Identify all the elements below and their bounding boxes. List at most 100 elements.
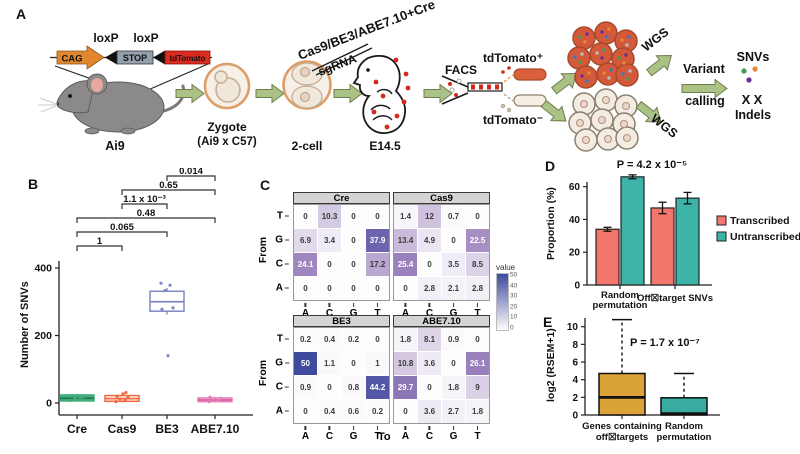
ai9-label: Ai9 <box>105 139 125 153</box>
to-axis-label: To <box>378 431 391 443</box>
embryo-snv-dots <box>371 57 411 130</box>
cell-ABE7.10-G-to-A: 10.8 <box>394 352 417 375</box>
legend-tick-label: 0 <box>510 324 514 332</box>
stop-label: STOP <box>123 53 147 63</box>
legend-tick-label: 50 <box>510 271 518 279</box>
heatmap-title-BE3: BE3 <box>293 315 390 327</box>
data-point <box>126 396 130 400</box>
data-point <box>211 398 215 402</box>
mouse-ear-inner <box>91 78 103 92</box>
y-tick-label: 8 <box>572 340 578 351</box>
cell-snv-dot <box>573 55 577 59</box>
y-tick-label: 10 <box>567 322 579 333</box>
cell-Cas9-C-to-A: 25.4 <box>394 253 417 276</box>
sorted-stream-positive <box>503 74 514 83</box>
panel-a-label: A <box>16 6 27 22</box>
cell-Cre-T-to-A: 0 <box>294 205 317 228</box>
cell-BE3-C-to-G: 0.8 <box>342 376 365 399</box>
heatmap-title-Cre: Cre <box>293 192 390 204</box>
row-label: G <box>275 235 289 246</box>
mouse-foot-front <box>84 127 100 135</box>
from-axis-label: From <box>257 236 270 264</box>
cell-snv-dot <box>578 35 582 39</box>
cell-snv-dot <box>605 35 609 39</box>
cell-snv-dot <box>624 53 628 57</box>
data-point <box>216 399 220 403</box>
cell-snv-dot <box>585 32 589 36</box>
cell-ABE7.10-A-to-G: 2.7 <box>442 400 465 423</box>
row-label: T <box>277 334 289 345</box>
data-point <box>159 281 163 285</box>
wgs-top-label: WGS <box>639 25 671 54</box>
row-label: T <box>277 211 289 222</box>
cell-snv-dot <box>628 69 632 73</box>
wgs-arrow-bottom <box>635 100 662 123</box>
cell-Cas9-T-to-G: 0.7 <box>442 205 465 228</box>
y-tick-label: 60 <box>569 182 581 193</box>
x-cat-label: Off☒target SNVs <box>637 293 713 304</box>
heatmap-title-ABE7.10: ABE7.10 <box>393 315 490 327</box>
cell-Cre-T-to-G: 0 <box>342 205 365 228</box>
mouse-whiskers <box>38 97 57 113</box>
cell-nucleus-ring <box>575 118 585 128</box>
zygote-label-line1: Zygote <box>207 120 247 134</box>
cell-snv-dot <box>580 74 584 78</box>
flow-arrow-4 <box>423 83 453 104</box>
mouse-illustration <box>38 73 186 135</box>
col-label: T <box>474 426 480 442</box>
cell-snv-dot <box>602 48 606 52</box>
col-label: G <box>350 303 358 319</box>
cell-ABE7.10-A-to-T: 1.8 <box>466 400 489 423</box>
data-point <box>208 395 212 399</box>
wgs-arrow-top <box>646 54 672 77</box>
two-cell-illustration <box>282 43 373 110</box>
flow-arrow-2 <box>255 83 285 104</box>
cag-promoter-arrow <box>56 45 105 70</box>
cell-snv-dot <box>602 71 606 75</box>
p-value-label: P = 4.2 x 10⁻⁵ <box>617 159 687 171</box>
zygote-label-line2: (Ai9 x C57) <box>197 136 257 148</box>
cell-ABE7.10-A-to-A: 0 <box>394 400 417 423</box>
cell-nucleus-ring <box>603 134 613 144</box>
mouse-eye <box>68 94 72 98</box>
indel-x-blue: X <box>742 92 751 107</box>
cell-Cre-A-to-G: 0 <box>342 277 365 300</box>
cell-ABE7.10-G-to-G: 0 <box>442 352 465 375</box>
e14-label: E14.5 <box>369 139 401 153</box>
cell-nucleus-ring <box>621 101 631 111</box>
heatmap-title-Cas9: Cas9 <box>393 192 490 204</box>
cell-Cas9-G-to-T: 22.5 <box>466 229 489 252</box>
heatmap-grid-Cre: 0 10.3 0 0 6.9 3.4 0 37.9 24.1 0 0 17.2 0 0 0 0 <box>293 204 390 301</box>
loxp-left-label: loxP <box>93 31 118 45</box>
cell-snv-dot <box>621 72 625 76</box>
cell-Cre-C-to-T: 17.2 <box>366 253 389 276</box>
from-axis-label: From <box>257 359 270 387</box>
col-label: A <box>302 303 309 319</box>
col-label: A <box>302 426 309 442</box>
col-label: G <box>450 303 458 319</box>
embryo-illustration <box>352 54 411 134</box>
snvs-label: SNVs <box>737 50 770 64</box>
y-tick-label: 400 <box>34 263 52 275</box>
cell-snv-dot <box>607 76 611 80</box>
cell-nucleus-ring <box>601 95 611 105</box>
panel-e-label: E <box>543 314 553 330</box>
cell-Cre-G-to-C: 3.4 <box>318 229 341 252</box>
data-point <box>69 398 73 402</box>
cell-nucleus-ring <box>597 115 607 125</box>
y-tick-label: 2 <box>572 393 578 404</box>
col-label: T <box>474 303 480 319</box>
two-cell-label: 2-cell <box>292 139 323 153</box>
p-value-label: 0.48 <box>137 208 156 219</box>
cell-Cre-C-to-A: 24.1 <box>294 253 317 276</box>
cell-ABE7.10-A-to-C: 3.6 <box>418 400 441 423</box>
p-value-label: 1.1 x 10⁻³ <box>123 194 166 205</box>
data-point <box>171 306 175 310</box>
cell-Cas9-G-to-A: 13.4 <box>394 229 417 252</box>
cell-BE3-T-to-T: 0 <box>366 328 389 351</box>
data-point <box>160 307 164 311</box>
panel-a-schematic: loxP loxP CAG STOP tdTomato Ai9 <box>38 0 771 153</box>
y-tick-label: 40 <box>569 215 581 226</box>
embryo-limbs <box>370 88 393 121</box>
data-point <box>73 396 77 400</box>
